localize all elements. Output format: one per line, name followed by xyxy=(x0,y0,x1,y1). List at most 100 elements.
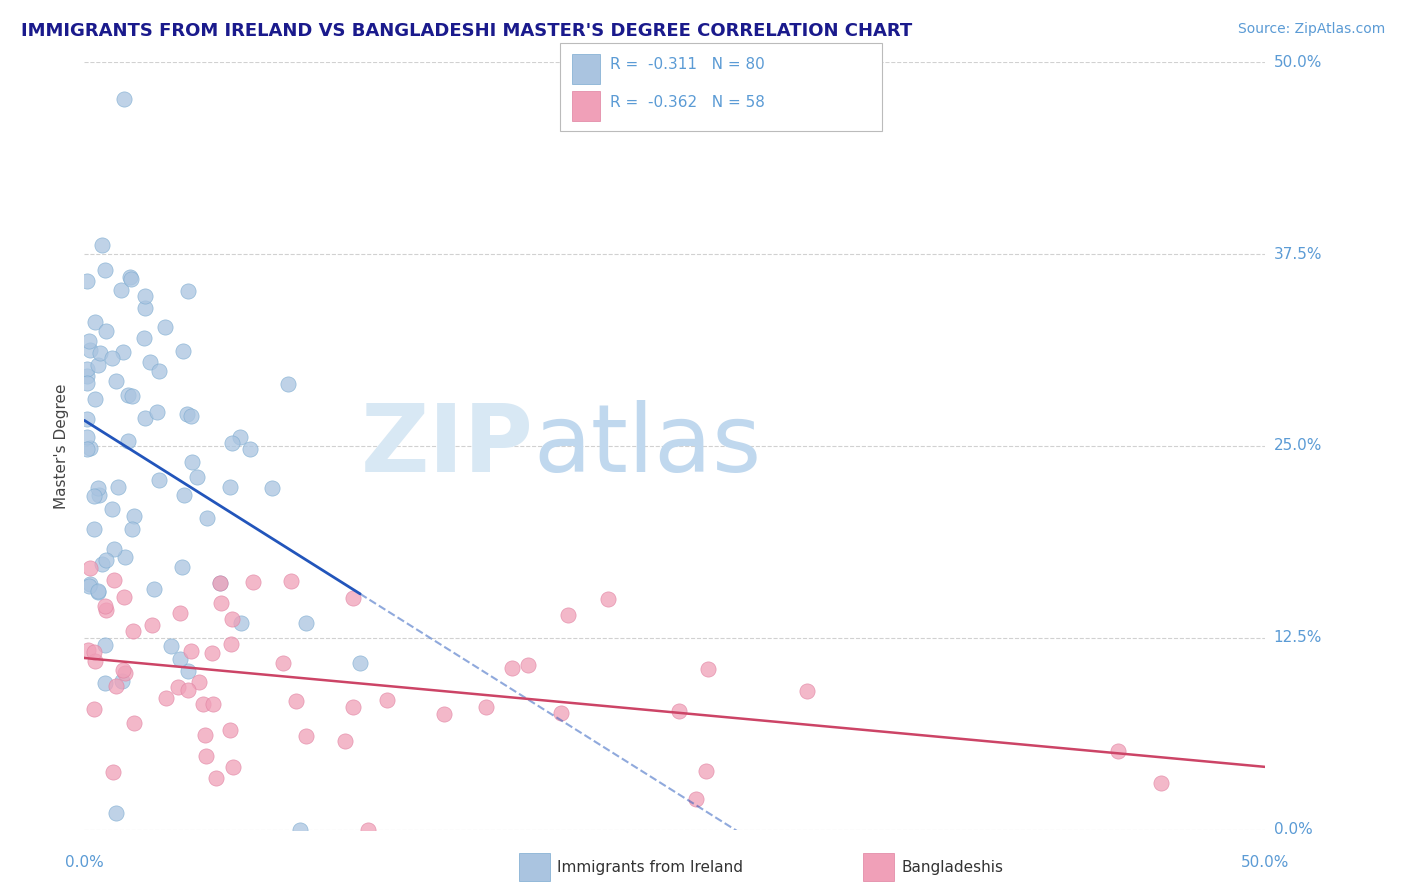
Point xyxy=(342,700,364,714)
Point xyxy=(114,666,136,681)
Point xyxy=(94,599,117,613)
Point xyxy=(169,651,191,665)
Point xyxy=(101,765,124,780)
Point xyxy=(120,272,142,286)
Point xyxy=(104,806,127,821)
Point xyxy=(277,377,299,392)
Point xyxy=(139,355,162,369)
Point xyxy=(121,522,143,536)
Point xyxy=(134,289,156,303)
Point xyxy=(79,561,101,575)
Point xyxy=(433,706,456,721)
Text: 25.0%: 25.0% xyxy=(1274,439,1322,453)
Point xyxy=(187,674,209,689)
Point xyxy=(222,759,245,773)
Point xyxy=(103,573,125,587)
Text: 50.0%: 50.0% xyxy=(1241,855,1289,870)
Point xyxy=(83,645,105,659)
Point xyxy=(357,822,380,837)
Point xyxy=(375,693,398,707)
Point xyxy=(77,579,100,593)
Point xyxy=(208,575,231,590)
Point xyxy=(79,343,101,358)
Point xyxy=(96,553,118,567)
Point xyxy=(114,549,136,564)
Point xyxy=(79,576,101,591)
Point xyxy=(550,706,572,721)
Point xyxy=(83,522,105,536)
Point xyxy=(195,748,218,763)
Point xyxy=(557,607,579,622)
Point xyxy=(229,615,252,630)
Point xyxy=(110,283,132,297)
Point xyxy=(76,642,98,657)
Point xyxy=(83,315,105,329)
Point xyxy=(87,584,110,599)
Point xyxy=(87,359,110,373)
Point xyxy=(94,324,117,338)
Point xyxy=(796,683,818,698)
Point xyxy=(120,270,142,285)
Point xyxy=(349,656,371,670)
Text: ZIP: ZIP xyxy=(360,400,533,492)
Point xyxy=(221,611,243,625)
Point xyxy=(134,301,156,316)
Point xyxy=(195,511,218,525)
Point xyxy=(101,351,124,365)
Text: 12.5%: 12.5% xyxy=(1274,631,1322,645)
Point xyxy=(177,664,200,678)
Point xyxy=(141,618,163,632)
Point xyxy=(475,700,498,714)
Point xyxy=(155,319,177,334)
Point xyxy=(177,683,200,698)
Point xyxy=(180,455,202,469)
Point xyxy=(1150,776,1173,790)
Point xyxy=(696,661,718,675)
Point xyxy=(242,574,264,589)
Point xyxy=(1107,744,1129,758)
Text: Bangladeshis: Bangladeshis xyxy=(901,860,1004,874)
Point xyxy=(111,345,134,359)
Point xyxy=(239,442,262,456)
Point xyxy=(77,334,100,349)
Point xyxy=(84,392,107,406)
Point xyxy=(134,411,156,425)
Text: atlas: atlas xyxy=(533,400,762,492)
Point xyxy=(112,92,135,106)
Text: 50.0%: 50.0% xyxy=(1274,55,1322,70)
Point xyxy=(333,734,356,748)
Point xyxy=(112,590,135,604)
Point xyxy=(91,238,114,252)
Point xyxy=(87,584,110,599)
Point xyxy=(598,591,620,606)
Y-axis label: Master's Degree: Master's Degree xyxy=(53,384,69,508)
Text: Immigrants from Ireland: Immigrants from Ireland xyxy=(557,860,742,874)
Text: R =  -0.362   N = 58: R = -0.362 N = 58 xyxy=(610,95,765,110)
Point xyxy=(76,362,98,376)
Point xyxy=(172,343,194,358)
Text: Source: ZipAtlas.com: Source: ZipAtlas.com xyxy=(1237,22,1385,37)
Point xyxy=(76,274,98,288)
Point xyxy=(121,389,143,403)
Point xyxy=(107,480,129,494)
Point xyxy=(148,474,170,488)
Point xyxy=(103,542,125,557)
Point xyxy=(76,376,98,390)
Point xyxy=(201,697,224,711)
Point xyxy=(87,481,110,495)
Point xyxy=(167,681,190,695)
Point xyxy=(112,663,135,677)
Point xyxy=(83,489,105,503)
Point xyxy=(94,675,117,690)
Point xyxy=(89,345,111,359)
Point xyxy=(76,412,98,426)
Point xyxy=(76,430,98,444)
Text: 37.5%: 37.5% xyxy=(1274,247,1322,261)
Point xyxy=(695,764,717,778)
Point xyxy=(76,442,98,457)
Text: R =  -0.311   N = 80: R = -0.311 N = 80 xyxy=(610,57,765,71)
Point xyxy=(79,441,101,455)
Point xyxy=(83,702,105,716)
Point xyxy=(89,488,111,502)
Point xyxy=(94,638,117,652)
